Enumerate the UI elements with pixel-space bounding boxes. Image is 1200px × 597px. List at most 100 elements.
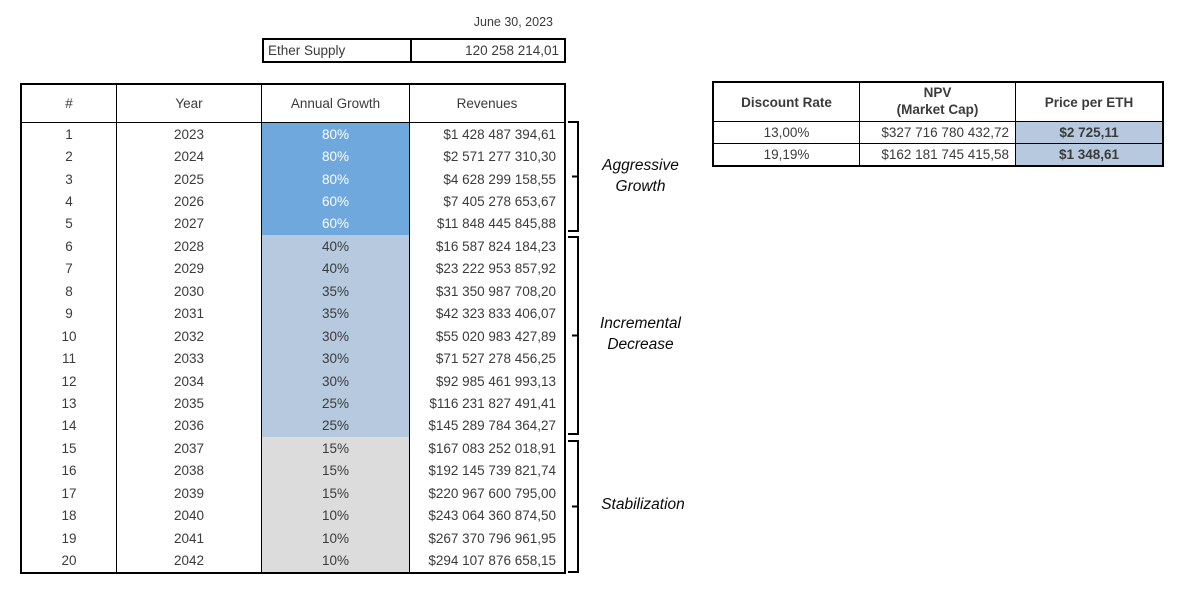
year-cell[interactable]: 2039 bbox=[117, 482, 262, 505]
annual-growth-cell[interactable]: 35% bbox=[262, 280, 410, 303]
year-cell[interactable]: 2029 bbox=[117, 257, 262, 281]
discount-rate-cell[interactable]: 13,00% bbox=[714, 122, 860, 143]
row-number-cell[interactable]: 17 bbox=[22, 482, 117, 505]
ether-supply-label-cell[interactable]: Ether Supply bbox=[264, 40, 412, 61]
row-number-cell[interactable]: 5 bbox=[22, 212, 117, 236]
revenue-cell[interactable]: $145 289 784 364,27 bbox=[428, 418, 556, 434]
revenue-cell[interactable]: $220 967 600 795,00 bbox=[428, 485, 556, 501]
valuation-date-cell[interactable]: June 30, 2023 bbox=[473, 15, 553, 29]
revenue-cell[interactable]: $7 405 278 653,67 bbox=[443, 194, 556, 210]
revenue-cell[interactable]: $71 527 278 456,25 bbox=[435, 351, 556, 367]
year-cell[interactable]: 2038 bbox=[117, 459, 262, 482]
row-number-cell[interactable]: 18 bbox=[22, 504, 117, 527]
header-discount-rate[interactable]: Discount Rate bbox=[714, 83, 860, 121]
annual-growth-cell[interactable]: 10% bbox=[262, 504, 410, 527]
row-number-cell[interactable]: 19 bbox=[22, 526, 117, 550]
header-year[interactable]: Year bbox=[117, 85, 262, 122]
year-cell[interactable]: 2034 bbox=[117, 369, 262, 393]
revenue-cell[interactable]: $11 848 445 845,88 bbox=[436, 216, 556, 232]
annual-growth-cell[interactable]: 15% bbox=[262, 482, 410, 505]
ether-supply-value-cell[interactable]: 120 258 214,01 bbox=[465, 43, 559, 58]
annual-growth-cell[interactable]: 40% bbox=[262, 257, 410, 281]
npv-market-cap-cell[interactable]: $327 716 780 432,72 bbox=[860, 122, 1016, 143]
revenue-cell[interactable]: $31 350 987 708,20 bbox=[435, 283, 556, 299]
annual-growth-cell[interactable]: 10% bbox=[262, 549, 410, 572]
npv-market-cap-cell[interactable]: $162 181 745 415,58 bbox=[860, 143, 1016, 165]
annual-growth-cell[interactable]: 25% bbox=[262, 392, 410, 415]
year-cell[interactable]: 2024 bbox=[117, 145, 262, 168]
annual-growth-cell[interactable]: 80% bbox=[262, 145, 410, 168]
row-number-cell[interactable]: 2 bbox=[22, 145, 117, 168]
row-number-cell[interactable]: 6 bbox=[22, 235, 117, 258]
year-cell[interactable]: 2028 bbox=[117, 235, 262, 258]
ether-supply-table: Ether Supply 120 258 214,01 bbox=[262, 38, 566, 63]
revenue-cell[interactable]: $192 145 739 821,74 bbox=[428, 463, 556, 479]
row-number-cell[interactable]: 12 bbox=[22, 369, 117, 393]
row-number-cell[interactable]: 20 bbox=[22, 549, 117, 572]
year-cell[interactable]: 2027 bbox=[117, 212, 262, 236]
table-row: 7 2029 40% $23 222 953 857,92 bbox=[22, 257, 564, 281]
year-cell[interactable]: 2030 bbox=[117, 280, 262, 303]
row-number-cell[interactable]: 13 bbox=[22, 392, 117, 415]
revenue-table-header-row: # Year Annual Growth Revenues bbox=[22, 85, 564, 123]
header-revenues[interactable]: Revenues bbox=[456, 96, 518, 111]
revenue-cell[interactable]: $23 222 953 857,92 bbox=[435, 261, 556, 277]
row-number-cell[interactable]: 1 bbox=[22, 123, 117, 146]
revenue-cell[interactable]: $267 370 796 961,95 bbox=[428, 530, 556, 546]
annual-growth-cell[interactable]: 30% bbox=[262, 324, 410, 348]
annual-growth-cell[interactable]: 35% bbox=[262, 302, 410, 325]
annual-growth-cell[interactable]: 10% bbox=[262, 526, 410, 550]
revenue-cell[interactable]: $294 107 876 658,15 bbox=[428, 553, 556, 569]
revenue-cell[interactable]: $2 571 277 310,30 bbox=[443, 149, 556, 165]
annual-growth-cell[interactable]: 60% bbox=[262, 190, 410, 213]
year-cell[interactable]: 2041 bbox=[117, 526, 262, 550]
annual-growth-cell[interactable]: 60% bbox=[262, 212, 410, 236]
header-npv-market-cap[interactable]: NPV (Market Cap) bbox=[860, 83, 1016, 121]
year-cell[interactable]: 2023 bbox=[117, 123, 262, 146]
year-cell[interactable]: 2036 bbox=[117, 414, 262, 438]
year-cell[interactable]: 2026 bbox=[117, 190, 262, 213]
discount-rate-cell[interactable]: 19,19% bbox=[714, 143, 860, 165]
annual-growth-cell[interactable]: 80% bbox=[262, 167, 410, 191]
annual-growth-cell[interactable]: 30% bbox=[262, 369, 410, 393]
revenue-cell[interactable]: $1 428 487 394,61 bbox=[443, 126, 556, 142]
annual-growth-cell[interactable]: 30% bbox=[262, 347, 410, 370]
annual-growth-cell[interactable]: 15% bbox=[262, 437, 410, 460]
year-cell[interactable]: 2042 bbox=[117, 549, 262, 572]
year-cell[interactable]: 2025 bbox=[117, 167, 262, 191]
row-number-cell[interactable]: 14 bbox=[22, 414, 117, 438]
annual-growth-cell[interactable]: 15% bbox=[262, 459, 410, 482]
revenue-cell[interactable]: $92 985 461 993,13 bbox=[435, 373, 556, 389]
year-cell[interactable]: 2033 bbox=[117, 347, 262, 370]
annual-growth-cell[interactable]: 25% bbox=[262, 414, 410, 438]
revenue-cell[interactable]: $243 064 360 874,50 bbox=[428, 508, 556, 524]
row-number-cell[interactable]: 8 bbox=[22, 280, 117, 303]
revenue-cell[interactable]: $55 020 983 427,89 bbox=[435, 328, 556, 344]
revenue-cell[interactable]: $16 587 824 184,23 bbox=[435, 238, 556, 254]
row-number-cell[interactable]: 16 bbox=[22, 459, 117, 482]
header-price-per-eth[interactable]: Price per ETH bbox=[1044, 94, 1134, 110]
revenue-cell[interactable]: $116 231 827 491,41 bbox=[429, 395, 556, 411]
header-annual-growth[interactable]: Annual Growth bbox=[262, 85, 410, 122]
header-row-number[interactable]: # bbox=[22, 85, 117, 122]
row-number-cell[interactable]: 3 bbox=[22, 167, 117, 191]
revenue-cell[interactable]: $4 628 299 158,55 bbox=[443, 171, 556, 187]
price-per-eth-cell[interactable]: $1 348,61 bbox=[1016, 143, 1162, 165]
year-cell[interactable]: 2035 bbox=[117, 392, 262, 415]
row-number-cell[interactable]: 10 bbox=[22, 324, 117, 348]
annual-growth-cell[interactable]: 40% bbox=[262, 235, 410, 258]
revenue-cell[interactable]: $42 323 833 406,07 bbox=[435, 306, 556, 322]
row-number-cell[interactable]: 15 bbox=[22, 437, 117, 460]
year-cell[interactable]: 2032 bbox=[117, 324, 262, 348]
stabilization-bracket bbox=[568, 440, 579, 573]
price-per-eth-cell[interactable]: $2 725,11 bbox=[1016, 122, 1162, 143]
revenue-cell[interactable]: $167 083 252 018,91 bbox=[428, 440, 556, 456]
year-cell[interactable]: 2037 bbox=[117, 437, 262, 460]
row-number-cell[interactable]: 7 bbox=[22, 257, 117, 281]
row-number-cell[interactable]: 9 bbox=[22, 302, 117, 325]
row-number-cell[interactable]: 4 bbox=[22, 190, 117, 213]
annual-growth-cell[interactable]: 80% bbox=[262, 123, 410, 146]
row-number-cell[interactable]: 11 bbox=[22, 347, 117, 370]
year-cell[interactable]: 2040 bbox=[117, 504, 262, 527]
year-cell[interactable]: 2031 bbox=[117, 302, 262, 325]
